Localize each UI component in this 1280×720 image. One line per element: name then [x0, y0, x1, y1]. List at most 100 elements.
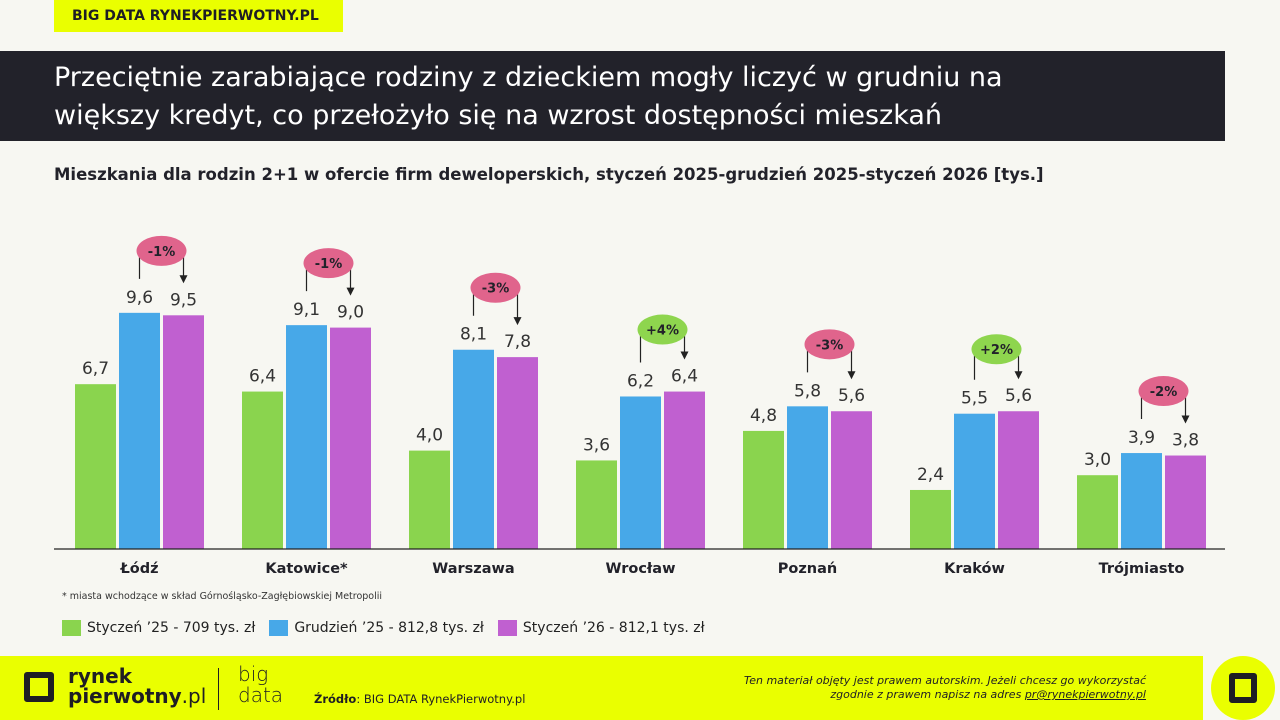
source-text: : BIG DATA RynekPierwotny.pl — [356, 692, 526, 706]
logo-square-icon — [24, 672, 54, 702]
bar — [453, 349, 494, 549]
logo-suffix: .pl — [181, 684, 207, 708]
change-badge — [804, 329, 855, 360]
data-label: 6,2 — [627, 371, 654, 391]
source: Źródło: BIG DATA RynekPierwotny.pl — [314, 692, 525, 706]
bar — [831, 411, 872, 549]
data-word: data — [238, 683, 284, 707]
bar — [954, 413, 995, 549]
arrow-down-icon — [1181, 415, 1190, 424]
data-label: 7,8 — [504, 332, 531, 352]
change-label: -3% — [816, 338, 843, 353]
bar — [75, 384, 116, 549]
data-label: 9,0 — [337, 303, 364, 323]
bar — [1121, 453, 1162, 549]
data-label: 5,6 — [838, 386, 865, 406]
big-word: big — [238, 662, 269, 686]
change-badge — [971, 334, 1022, 365]
source-label: Źródło — [314, 692, 357, 706]
data-label: 2,4 — [917, 465, 944, 485]
big-data-logo: big data — [238, 664, 283, 706]
data-label: 3,0 — [1084, 450, 1111, 470]
bar — [409, 450, 450, 549]
legend-swatch — [497, 620, 517, 636]
arrow-down-icon — [680, 351, 689, 360]
arrow-down-icon — [346, 287, 355, 296]
corner-logo — [1211, 656, 1275, 720]
bar — [119, 312, 160, 549]
legend-item: Styczeń ’25 - 709 tys. zł — [62, 620, 255, 636]
legend-label: Styczeń ’25 - 709 tys. zł — [87, 620, 256, 636]
data-label: 9,6 — [126, 288, 153, 308]
legend-swatch — [269, 620, 289, 636]
copy-line-2: zgodnie z prawem napisz na adres — [830, 688, 1025, 701]
top-tag: BIG DATA RYNEKPIERWOTNY.PL — [54, 0, 343, 32]
footnote: * miasta wchodzące w skład Górnośląsko-Z… — [62, 591, 383, 602]
legend-label: Styczeń ’26 - 812,1 tys. zł — [522, 620, 705, 636]
copyright-note: Ten materiał objęty jest prawem autorski… — [744, 674, 1146, 702]
change-label: +4% — [646, 324, 679, 339]
logo-text: rynek pierwotny.pl — [68, 666, 206, 706]
bar — [576, 460, 617, 549]
legend: Styczeń ’25 - 709 tys. zł Grudzień ’25 -… — [62, 620, 705, 636]
legend-item: Styczeń ’26 - 812,1 tys. zł — [497, 620, 705, 636]
data-label: 6,7 — [82, 359, 109, 379]
data-label: 5,6 — [1005, 386, 1032, 406]
bar — [497, 357, 538, 549]
category-label: Katowice* — [265, 561, 348, 577]
email-link[interactable]: pr@rynekpierwotny.pl — [1024, 688, 1146, 701]
bar — [743, 430, 784, 549]
data-label: 4,8 — [750, 406, 777, 426]
arrow-down-icon — [179, 275, 188, 284]
change-label: +2% — [980, 343, 1013, 358]
logo-line-2: pierwotny — [68, 684, 182, 708]
change-badge — [637, 314, 688, 345]
chart-title: Mieszkania dla rodzin 2+1 w ofercie firm… — [54, 165, 1044, 184]
category-label: Kraków — [944, 561, 1005, 577]
bar — [910, 489, 951, 549]
change-badge — [1138, 376, 1189, 407]
data-label: 8,1 — [460, 325, 487, 345]
data-label: 3,8 — [1172, 431, 1199, 451]
legend-item: Grudzień ’25 - 812,8 tys. zł — [269, 620, 484, 636]
arrow-down-icon — [847, 371, 856, 380]
change-label: -2% — [1150, 385, 1177, 400]
data-label: 9,1 — [293, 300, 320, 320]
data-label: 5,5 — [961, 389, 988, 409]
footer — [0, 656, 1203, 720]
category-label: Wrocław — [605, 561, 675, 577]
bar-chart: 6,7 9,6 9,5 Łódź -1% 6,4 9,1 9,0 Katowice* -1% 4,0… — [54, 235, 1225, 577]
change-badge — [470, 272, 521, 303]
bar — [330, 327, 371, 549]
title-line-1: Przeciętnie zarabiające rodziny z dzieck… — [54, 62, 1003, 93]
arrow-down-icon — [1014, 371, 1023, 380]
change-label: -3% — [482, 282, 509, 297]
data-label: 4,0 — [416, 426, 443, 446]
change-label: -1% — [148, 245, 175, 260]
footer-divider — [218, 668, 219, 710]
change-badge — [136, 235, 187, 266]
category-label: Poznań — [778, 561, 837, 577]
category-label: Łódź — [119, 561, 158, 577]
legend-label: Grudzień ’25 - 812,8 tys. zł — [294, 620, 484, 636]
category-label: Warszawa — [432, 561, 514, 577]
logo-square-icon — [1229, 673, 1257, 703]
data-label: 5,8 — [794, 381, 821, 401]
copy-line-1: Ten materiał objęty jest prawem autorski… — [743, 674, 1146, 687]
bar — [163, 315, 204, 549]
bar — [998, 411, 1039, 549]
bar — [242, 391, 283, 549]
bar — [1165, 455, 1206, 549]
title-band: Przeciętnie zarabiające rodziny z dzieck… — [0, 51, 1225, 141]
data-label: 3,6 — [583, 435, 610, 455]
bar — [787, 406, 828, 549]
logo-line-1: rynek — [68, 664, 133, 688]
data-label: 9,5 — [170, 290, 197, 310]
change-badge — [303, 248, 354, 279]
bar — [664, 391, 705, 549]
data-label: 3,9 — [1128, 428, 1155, 448]
arrow-down-icon — [513, 317, 522, 326]
category-label: Trójmiasto — [1099, 561, 1185, 577]
bar — [286, 325, 327, 549]
bar — [1077, 475, 1118, 549]
